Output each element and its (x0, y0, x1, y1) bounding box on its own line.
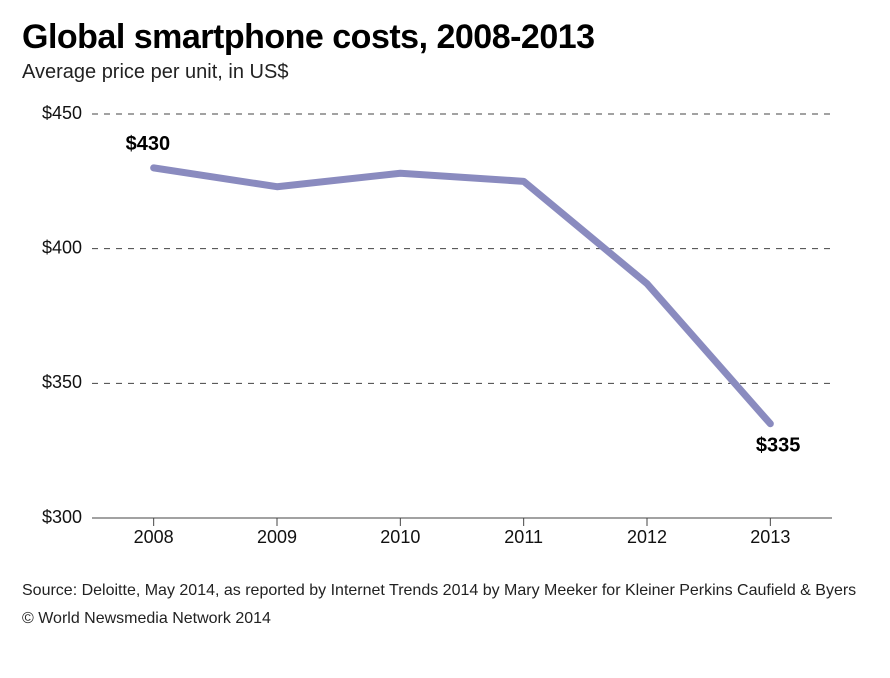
y-tick-label: $450 (42, 104, 82, 123)
price-series-line (154, 168, 771, 424)
x-tick-label: 2010 (380, 527, 420, 547)
copyright-text: © World Newsmedia Network 2014 (22, 608, 868, 630)
y-tick-label: $400 (42, 237, 82, 257)
x-tick-label: 2011 (504, 527, 543, 547)
x-tick-label: 2008 (134, 527, 174, 547)
chart-footer: Source: Deloitte, May 2014, as reported … (0, 574, 890, 629)
x-tick-label: 2009 (257, 527, 297, 547)
y-tick-label: $300 (42, 507, 82, 527)
data-point-label: $335 (756, 435, 801, 457)
chart-title: Global smartphone costs, 2008-2013 (22, 18, 868, 57)
chart-subtitle: Average price per unit, in US$ (22, 61, 868, 84)
x-tick-label: 2013 (750, 527, 790, 547)
chart-svg: $300 $350 $400 $450 2008 2009 2010 2011 2012 2013… (22, 104, 868, 564)
line-chart: $300 $350 $400 $450 2008 2009 2010 2011 2012 2013… (22, 104, 868, 564)
y-tick-label: $350 (42, 372, 82, 392)
x-tick-label: 2012 (627, 527, 667, 547)
data-point-label: $430 (126, 133, 170, 155)
source-text: Source: Deloitte, May 2014, as reported … (22, 580, 868, 602)
